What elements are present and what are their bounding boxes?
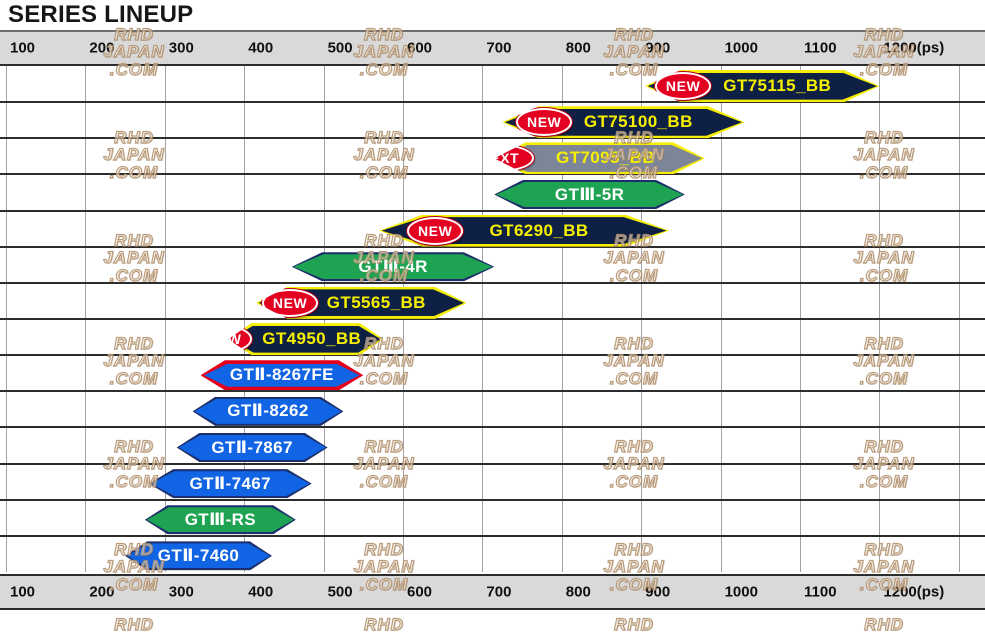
scale-tick-label: 900 (645, 39, 671, 57)
badge-label: GT75115_BB (723, 76, 832, 96)
badge-label: GTⅢ-5R (554, 184, 625, 204)
scale-tick-label: 800 (565, 39, 591, 57)
turbo-badge: GTⅡ-8262 (192, 396, 344, 426)
turbo-badge: GT75115_BB NEW (645, 70, 880, 103)
row-separator (0, 534, 985, 537)
watermark-line: RHD (863, 615, 904, 633)
turbo-badge: GTⅡ-7467 (148, 469, 312, 499)
badge-body (496, 182, 683, 207)
scale-tick-label: 800 (565, 583, 591, 601)
watermark-line: RHD (363, 615, 404, 633)
next-badge: NEXT (494, 144, 535, 173)
row-separator (0, 462, 985, 465)
watermark-line: RHD (613, 615, 654, 633)
turbo-badge: GT5565_BB NEW (256, 286, 467, 319)
scale-tick-label: 1000 (724, 39, 758, 57)
badge-label: GT75100_BB (583, 112, 693, 132)
turbo-badge: GTⅢ-5R (494, 180, 685, 209)
badge-label: GTⅡ-8262 (227, 401, 309, 421)
badge-body (293, 254, 493, 280)
badge-label: GT7095_BB (555, 148, 656, 168)
chart-area: GT75115_BB NEW GT75100_BB NEW GT7095_BB NEXT G… (0, 66, 985, 572)
badge-body (178, 435, 326, 460)
scale-tick-label: 100 (10, 39, 36, 57)
scale-tick-label: 1100 (804, 583, 837, 601)
scale-tick-label: 200 (89, 583, 115, 601)
badge-body (150, 471, 310, 497)
badge-label: GTⅢ-4R (358, 256, 428, 276)
scale-tick-label: 1200(ps) (883, 39, 945, 57)
turbo-badge: GT7095_BB NEXT (494, 142, 705, 175)
turbo-badge: GTⅡ-7867 (176, 433, 328, 462)
new-badge: NEW (228, 325, 253, 354)
turbo-badge: GTⅢ-RS (144, 505, 296, 535)
new-badge: NEW (407, 216, 464, 245)
scale-tick-label: 1000 (724, 583, 758, 601)
badge-label: GT5565_BB (326, 292, 426, 312)
turbo-badge: GTⅡ-8267FE (200, 360, 364, 391)
badge-body (230, 325, 381, 353)
badge-body (204, 363, 360, 387)
turbo-badge: GTⅢ-4R (291, 252, 495, 282)
row-separator (0, 209, 985, 212)
badge-label: GTⅡ-7867 (211, 437, 293, 457)
scale-tick-label: 700 (486, 583, 512, 601)
row-separator (0, 173, 985, 176)
turbo-badge: GTⅡ-7460 (125, 541, 272, 571)
badge-label: GTⅢ-RS (184, 509, 257, 529)
x-axis-bottom: 100 200 300 400 500 600 700 800 900 1000 1100 1200(… (0, 574, 985, 610)
badge-label: GTⅡ-7467 (189, 473, 272, 493)
scale-tick-label: 400 (248, 39, 274, 57)
row-separator (0, 354, 985, 357)
row-separator (0, 390, 985, 393)
row-separator (0, 281, 985, 284)
scale-tick-label: 300 (168, 39, 194, 57)
new-badge: NEW (655, 72, 712, 101)
watermark-line: RHD (113, 615, 154, 633)
scale-tick-label: 500 (327, 583, 353, 601)
badge-body (146, 507, 294, 533)
badge-label: GT6290_BB (489, 220, 589, 240)
scale-tick-label: 1100 (804, 39, 837, 57)
row-separator (0, 101, 985, 104)
x-axis-top: 100 200 300 400 500 600 700 800 900 1000 1100 1200(… (0, 30, 985, 66)
scale-tick-label: 100 (10, 583, 36, 601)
badge-label: GTⅡ-7460 (157, 545, 240, 565)
scale-tick-label: 700 (486, 39, 512, 57)
row-separator (0, 245, 985, 248)
scale-tick-label: 600 (407, 583, 433, 601)
badge-body (127, 543, 270, 569)
new-badge: NEW (262, 288, 319, 317)
scale-tick-label: 1200(ps) (883, 583, 945, 601)
scale-tick-label: 200 (89, 39, 115, 57)
row-separator (0, 318, 985, 320)
scale-tick-label: 300 (168, 583, 194, 601)
row-separator (0, 426, 985, 429)
badge-label: GTⅡ-8267FE (229, 365, 334, 385)
new-badge: NEW (516, 108, 573, 137)
badge-body (194, 398, 342, 424)
scale-tick-label: 400 (248, 583, 274, 601)
badge-label: GT4950_BB (262, 329, 362, 349)
turbo-badge: GT6290_BB NEW (379, 214, 669, 247)
scale-tick-label: 900 (645, 583, 671, 601)
turbo-badge: GT75100_BB NEW (502, 106, 745, 139)
turbo-badge: GT4950_BB NEW (228, 323, 384, 356)
scale-tick-label: 500 (327, 39, 353, 57)
page-title: SERIES LINEUP (8, 1, 194, 28)
row-separator (0, 137, 985, 140)
scale-tick-label: 600 (407, 39, 433, 57)
row-separator (0, 498, 985, 501)
